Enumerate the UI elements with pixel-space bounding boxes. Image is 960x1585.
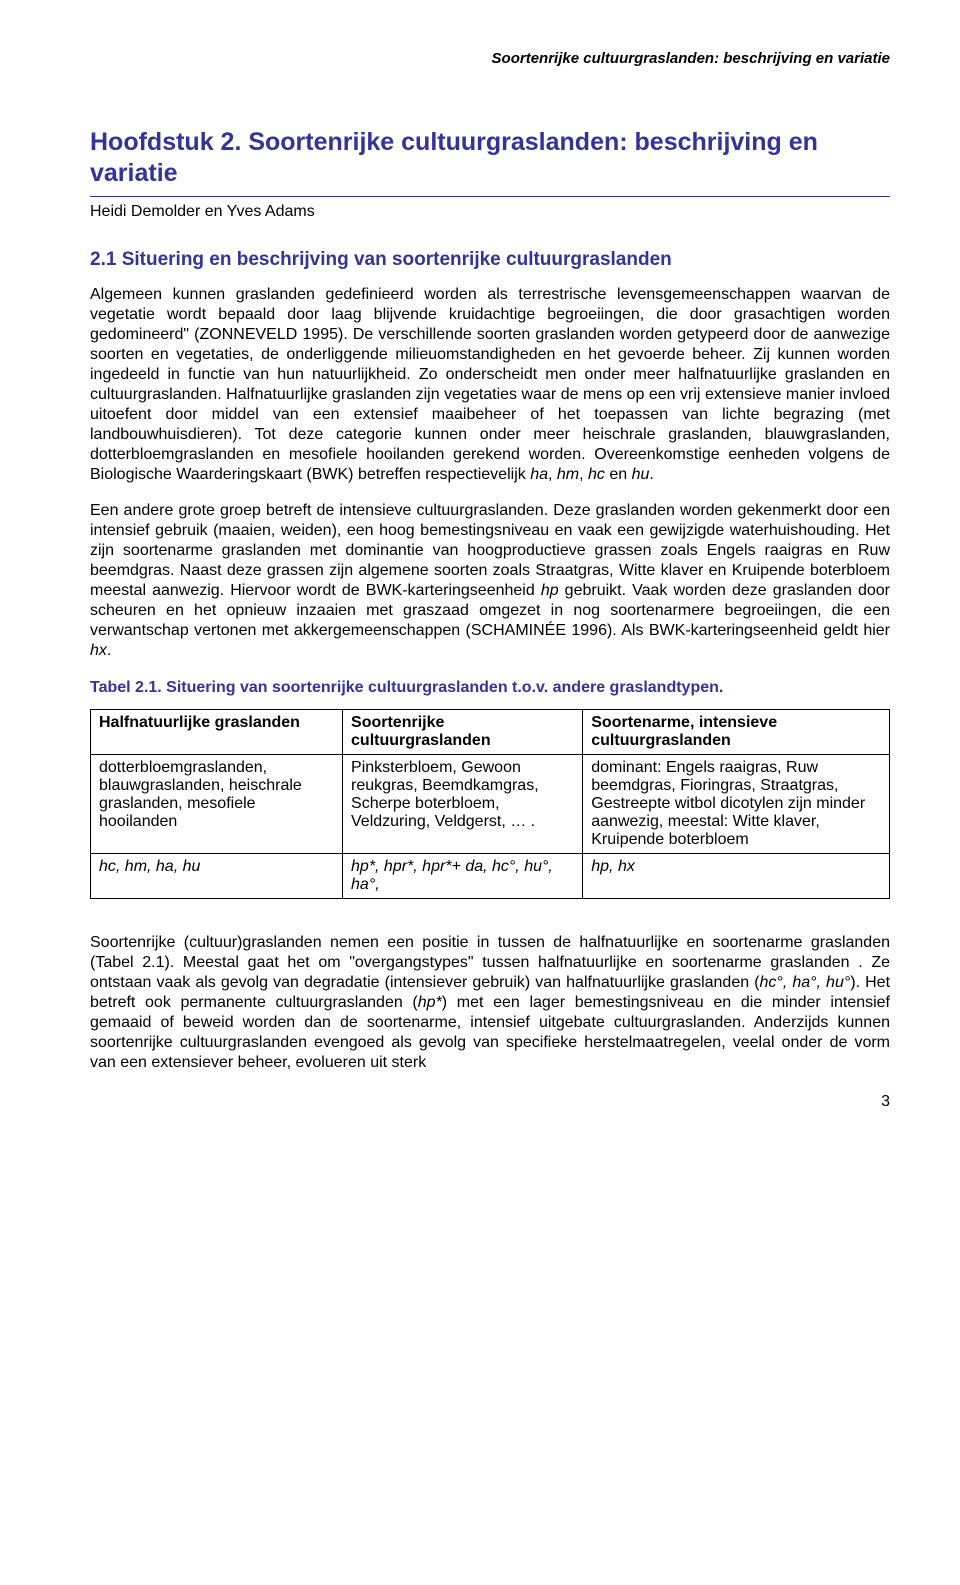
table-cell: dominant: Engels raaigras, Ruw beemdgras…: [583, 754, 890, 853]
table-cell: hp*, hpr*, hpr*+ da, hc°, hu°, ha°,: [343, 853, 583, 898]
authors-line: Heidi Demolder en Yves Adams: [90, 203, 890, 221]
title-rule: [90, 196, 890, 197]
table-caption: Tabel 2.1. Situering van soortenrijke cu…: [90, 679, 890, 697]
section-title: 2.1 Situering en beschrijving van soorte…: [90, 249, 890, 271]
table-header-cell: Soortenrijke cultuurgraslanden: [343, 709, 583, 754]
table-header-cell: Soortenarme, intensieve cultuurgraslande…: [583, 709, 890, 754]
table-cell: hp, hx: [583, 853, 890, 898]
table-header-cell: Halfnatuurlijke graslanden: [91, 709, 343, 754]
table-header-row: Halfnatuurlijke graslanden Soortenrijke …: [91, 709, 890, 754]
document-page: Soortenrijke cultuurgraslanden: beschrij…: [0, 0, 960, 1151]
classification-table: Halfnatuurlijke graslanden Soortenrijke …: [90, 709, 890, 899]
paragraph-2: Een andere grote groep betreft de intens…: [90, 501, 890, 661]
table-cell: hc, hm, ha, hu: [91, 853, 343, 898]
running-header: Soortenrijke cultuurgraslanden: beschrij…: [90, 50, 890, 67]
paragraph-3: Soortenrijke (cultuur)graslanden nemen e…: [90, 933, 890, 1073]
page-number: 3: [90, 1093, 890, 1111]
table-row: dotterbloemgraslanden, blauwgraslanden, …: [91, 754, 890, 853]
table-row: hc, hm, ha, hu hp*, hpr*, hpr*+ da, hc°,…: [91, 853, 890, 898]
chapter-title: Hoofdstuk 2. Soortenrijke cultuurgraslan…: [90, 127, 890, 190]
table-cell: Pinksterbloem, Gewoon reukgras, Beemdkam…: [343, 754, 583, 853]
paragraph-1: Algemeen kunnen graslanden gedefinieerd …: [90, 285, 890, 485]
table-cell: dotterbloemgraslanden, blauwgraslanden, …: [91, 754, 343, 853]
